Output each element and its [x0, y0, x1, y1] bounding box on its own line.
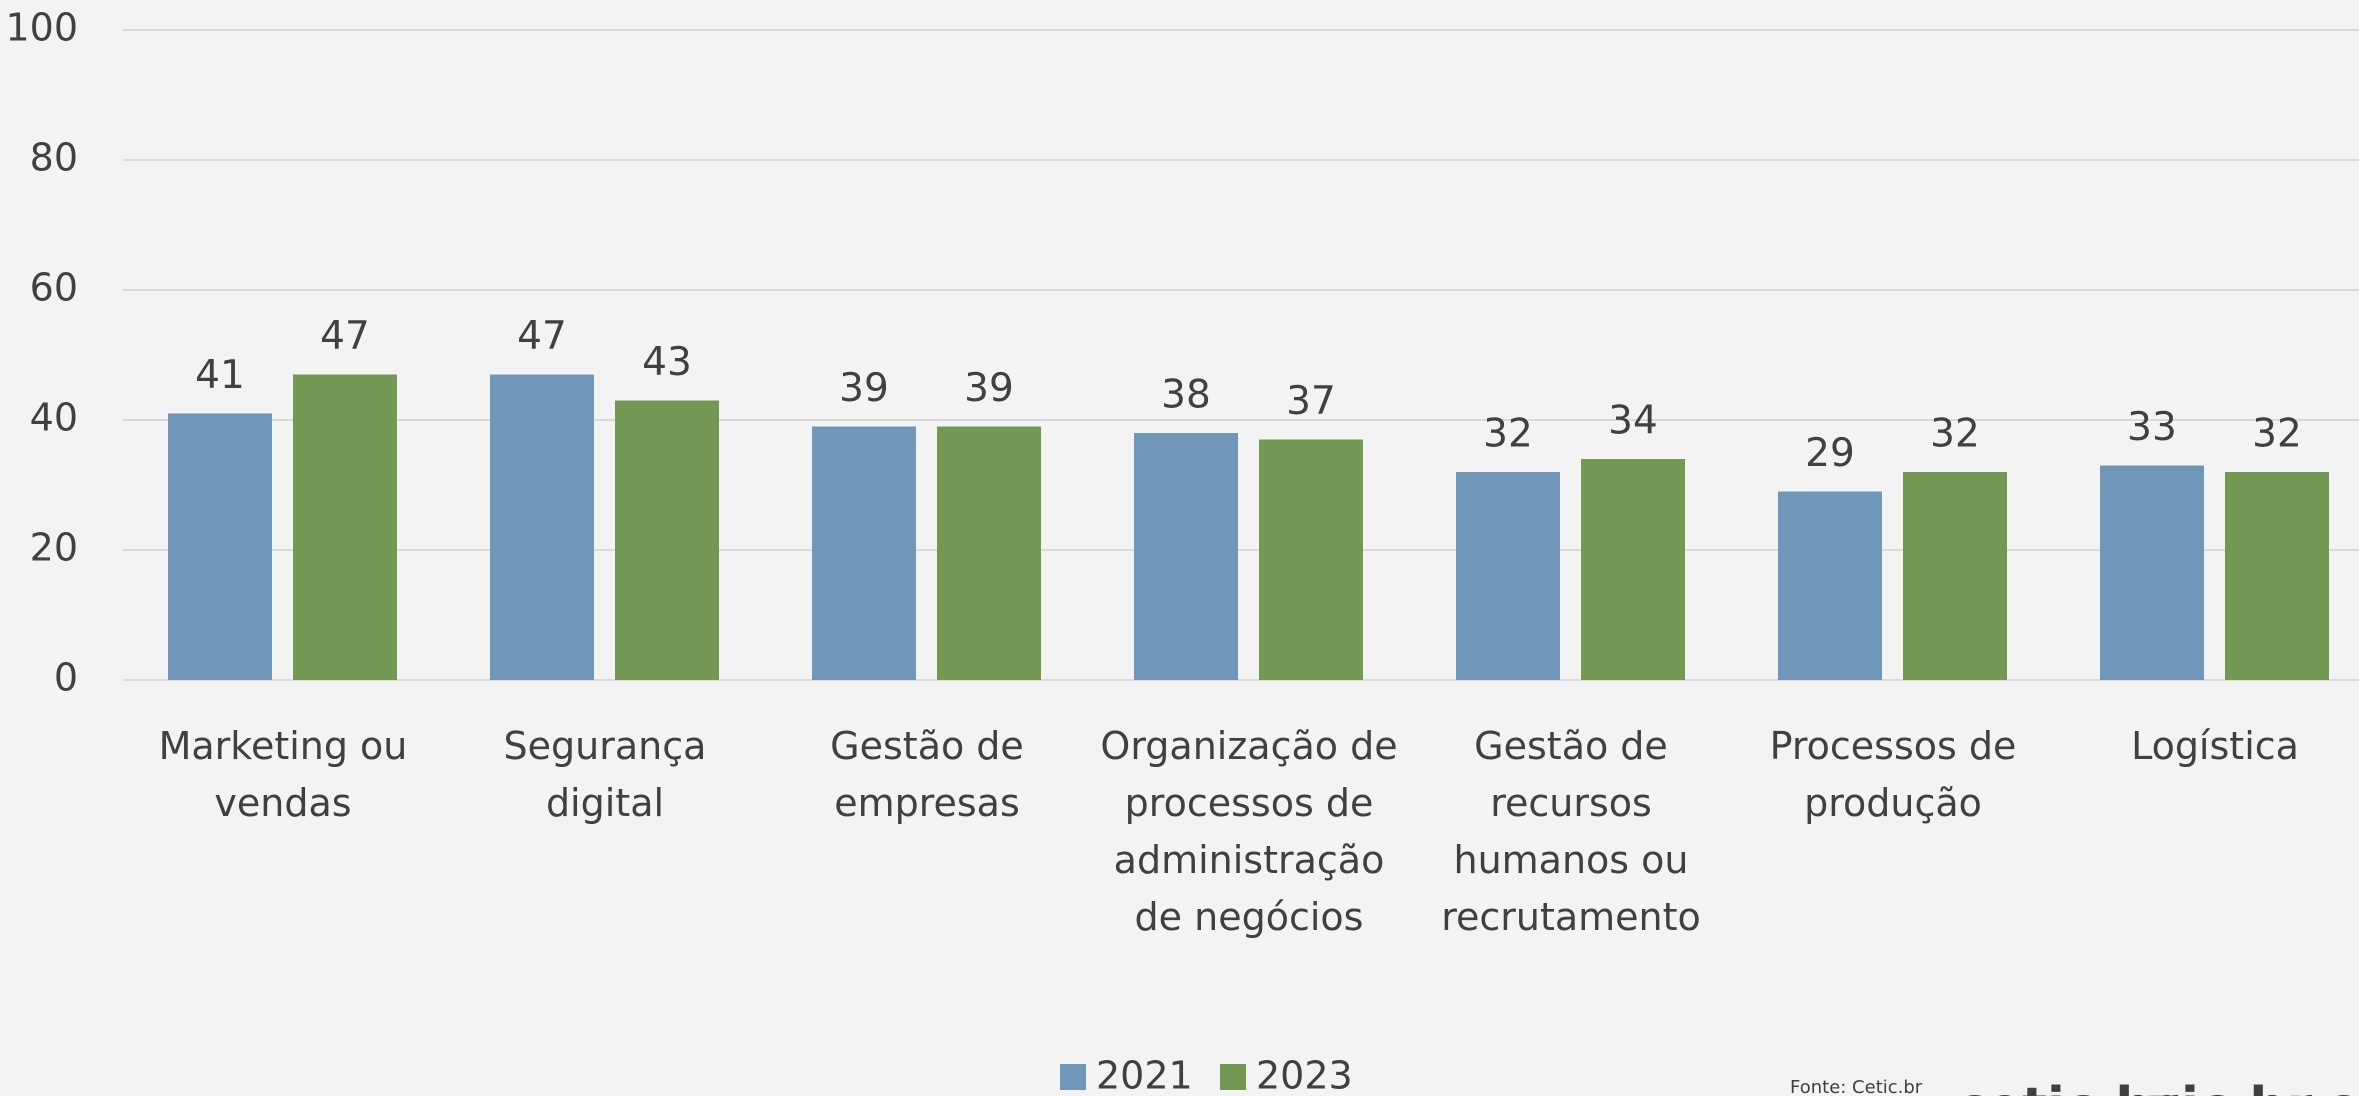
data-label: 29	[1805, 431, 1855, 476]
bar	[2225, 472, 2329, 680]
bar	[293, 374, 397, 680]
source: Fonte: Cetic.br	[1790, 1077, 1923, 1096]
data-label: 38	[1161, 373, 1211, 418]
data-label: 32	[1483, 412, 1533, 457]
bar	[1456, 472, 1560, 680]
bar	[2100, 465, 2204, 680]
data-label: 39	[964, 366, 1014, 411]
bar	[1259, 439, 1363, 680]
data-label: 33	[2127, 405, 2177, 450]
logo: nic.br	[2144, 1077, 2313, 1096]
x-tick-label: Gestão de empresas	[830, 724, 1024, 825]
x-tick-label: Gestão de recursos humanos ou recrutamen…	[1441, 724, 1701, 939]
y-tick-label: 80	[30, 136, 78, 180]
bar	[937, 426, 1041, 680]
data-label: 32	[2252, 412, 2302, 457]
x-tick-label: Processos de produção	[1769, 724, 2017, 825]
y-tick-label: 100	[5, 6, 78, 50]
bar	[490, 374, 594, 680]
data-label: 32	[1930, 412, 1980, 457]
x-tick-label: Segurança digital	[503, 724, 707, 825]
data-label: 34	[1608, 399, 1658, 444]
bar	[615, 400, 719, 680]
data-label: 43	[642, 340, 692, 385]
data-label: 37	[1286, 379, 1336, 424]
bar	[1581, 459, 1685, 680]
x-tick-label: Marketing ou vendas	[158, 724, 408, 825]
bar	[812, 426, 916, 680]
legend-swatch	[1060, 1064, 1086, 1090]
x-tick-label: Organização de processos de administraçã…	[1100, 724, 1398, 939]
logo: cgi.br	[2325, 1077, 2359, 1096]
y-tick-label: 40	[30, 396, 78, 440]
legend-label: 2021	[1096, 1054, 1193, 1096]
legend-label: 2023	[1256, 1054, 1353, 1096]
y-tick-label: 20	[30, 526, 78, 570]
bar	[168, 413, 272, 680]
x-tick-label: Logística	[2131, 724, 2299, 768]
data-label: 41	[195, 353, 245, 398]
bar	[1134, 433, 1238, 680]
bar	[1903, 472, 2007, 680]
data-label: 47	[320, 314, 370, 359]
legend-swatch	[1220, 1064, 1246, 1090]
y-tick-label: 0	[54, 656, 78, 700]
y-tick-label: 60	[30, 266, 78, 310]
logo: cetic.br	[1956, 1077, 2179, 1096]
data-label: 39	[839, 366, 889, 411]
bar	[1778, 491, 1882, 680]
data-label: 47	[517, 314, 567, 359]
